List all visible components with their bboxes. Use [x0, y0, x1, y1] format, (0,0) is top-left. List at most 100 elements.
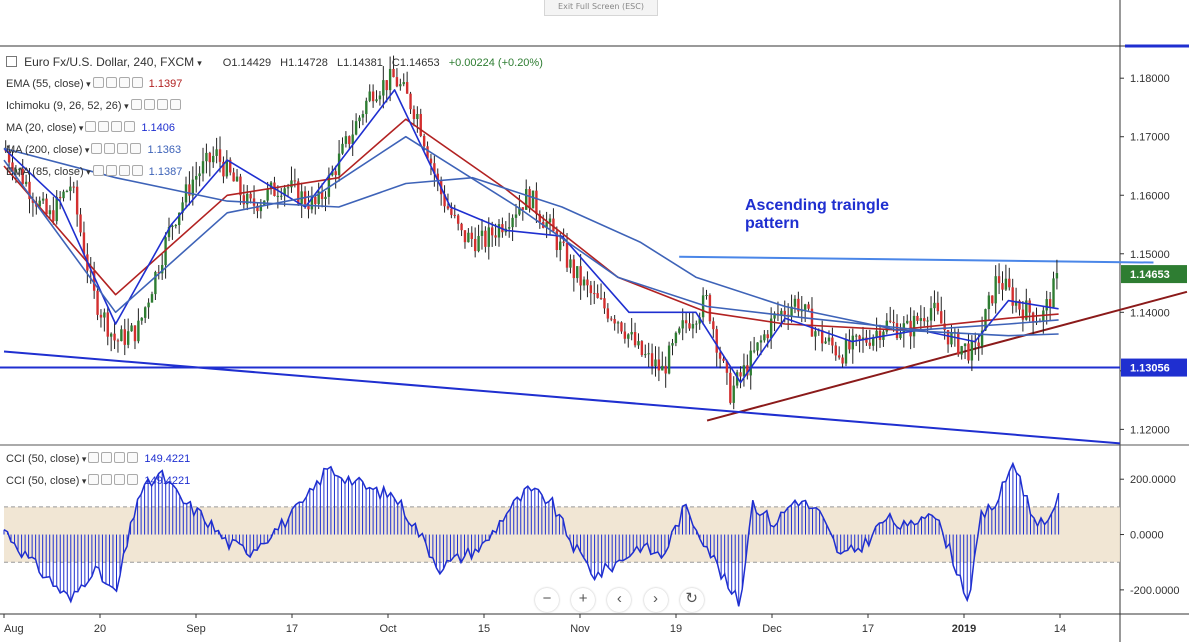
chevron-down-icon[interactable]: ▾: [197, 58, 202, 68]
candle-body: [361, 114, 365, 118]
close-icon[interactable]: [127, 474, 139, 485]
eye-icon[interactable]: [91, 143, 103, 154]
eye-icon[interactable]: [88, 474, 100, 485]
settings-icon[interactable]: [101, 474, 113, 485]
candle-body: [453, 214, 456, 216]
y-tick-label: 1.16000: [1130, 190, 1170, 202]
plus-icon[interactable]: [111, 121, 123, 132]
cci-y-tick-label: 200.0000: [1130, 474, 1176, 486]
close-icon[interactable]: [131, 77, 143, 88]
candle-body: [327, 175, 331, 197]
candle-body: [610, 318, 613, 320]
candle-body: [735, 372, 739, 386]
chevron-down-icon[interactable]: ▾: [121, 101, 129, 111]
open-value: O1.14429: [222, 57, 272, 69]
plus-icon[interactable]: [118, 165, 130, 176]
indicator-value: 1.1406: [141, 122, 175, 134]
plus-icon[interactable]: [117, 143, 129, 154]
candle-body: [405, 82, 409, 94]
eye-icon[interactable]: [88, 452, 100, 463]
candle-body: [1021, 309, 1025, 320]
indicator-legend[interactable]: EMA (55, close) ▾ 1.1397: [6, 77, 182, 90]
candle-body: [382, 80, 385, 96]
candle-body: [184, 184, 188, 203]
candle-body: [133, 325, 137, 342]
exit-fullscreen-button[interactable]: Exit Full Screen (ESC): [544, 0, 658, 16]
candle-body: [215, 149, 218, 156]
close-icon[interactable]: [127, 452, 139, 463]
plus-icon[interactable]: [118, 77, 130, 88]
eye-icon[interactable]: [130, 99, 142, 110]
candle-body: [1052, 278, 1055, 308]
chevron-down-icon[interactable]: ▾: [79, 454, 87, 464]
candle-body: [259, 204, 263, 212]
chevron-down-icon[interactable]: ▾: [83, 167, 91, 177]
close-icon[interactable]: [130, 143, 142, 154]
settings-icon[interactable]: [105, 77, 117, 88]
candle-body: [178, 212, 181, 226]
y-tick-label: 1.17000: [1130, 132, 1170, 144]
scroll-right-button[interactable]: ›: [643, 588, 668, 612]
chevron-down-icon[interactable]: ▾: [83, 79, 91, 89]
candle-body: [780, 310, 783, 315]
close-icon[interactable]: [131, 165, 143, 176]
indicator-legend[interactable]: MA (200, close) ▾ 1.1363: [6, 143, 181, 156]
cci-legend[interactable]: CCI (50, close) ▾ 149.4221: [6, 452, 190, 465]
plus-icon[interactable]: [114, 474, 126, 485]
candle-body: [837, 355, 841, 358]
settings-icon[interactable]: [98, 121, 110, 132]
eye-icon[interactable]: [92, 165, 104, 176]
settings-icon[interactable]: [105, 165, 117, 176]
candle-body: [470, 232, 473, 239]
candle-body: [79, 214, 82, 233]
candle-body: [358, 117, 361, 122]
close-icon[interactable]: [124, 121, 136, 132]
settings-icon[interactable]: [143, 99, 155, 110]
indicator-legend[interactable]: EMA (85, close) ▾ 1.1387: [6, 165, 182, 178]
candle-body: [239, 176, 242, 196]
candle-body: [75, 186, 79, 215]
candle-body: [92, 271, 96, 291]
candle-body: [678, 328, 681, 333]
zoom-in-button[interactable]: +: [571, 588, 596, 612]
candle-body: [290, 180, 293, 188]
candle-body: [599, 297, 603, 299]
candle-body: [18, 168, 21, 170]
chevron-down-icon[interactable]: ▾: [82, 145, 90, 155]
chevron-down-icon[interactable]: ▾: [76, 123, 84, 133]
candle-body: [906, 320, 909, 324]
close-icon[interactable]: [169, 99, 181, 110]
settings-icon[interactable]: [101, 452, 113, 463]
candle-body: [752, 350, 756, 352]
high-value: H1.14728: [280, 57, 328, 69]
candle-body: [208, 152, 212, 163]
zoom-out-button[interactable]: −: [535, 588, 559, 612]
candle-body: [412, 109, 416, 119]
collapse-icon[interactable]: [6, 56, 17, 67]
scroll-left-button[interactable]: ‹: [607, 588, 632, 612]
reset-chart-button[interactable]: ↻: [679, 588, 704, 612]
indicator-legend[interactable]: MA (20, close) ▾ 1.1406: [6, 121, 175, 134]
eye-icon[interactable]: [92, 77, 104, 88]
cci-legend[interactable]: CCI (50, close) ▾ 149.4221: [6, 474, 190, 487]
plus-icon[interactable]: [114, 452, 126, 463]
cci-y-tick-label: 0.0000: [1130, 530, 1164, 542]
plus-icon[interactable]: [156, 99, 168, 110]
candle-body: [633, 332, 637, 346]
cci-label: CCI (50, close): [6, 475, 80, 487]
settings-icon[interactable]: [104, 143, 116, 154]
eye-icon[interactable]: [85, 121, 97, 132]
candle-body: [242, 195, 246, 205]
candle-body: [113, 333, 116, 341]
candle-body: [698, 317, 701, 324]
candle-body: [14, 169, 18, 172]
indicator-label: Ichimoku (9, 26, 52, 26): [6, 100, 122, 112]
x-tick-label: 14: [1054, 623, 1066, 635]
candle-body: [926, 320, 929, 322]
chevron-down-icon[interactable]: ▾: [79, 476, 87, 486]
candle-body: [375, 99, 378, 102]
candle-body: [229, 159, 232, 173]
indicator-legend[interactable]: Ichimoku (9, 26, 52, 26) ▾: [6, 99, 181, 112]
candle-body: [334, 171, 337, 176]
